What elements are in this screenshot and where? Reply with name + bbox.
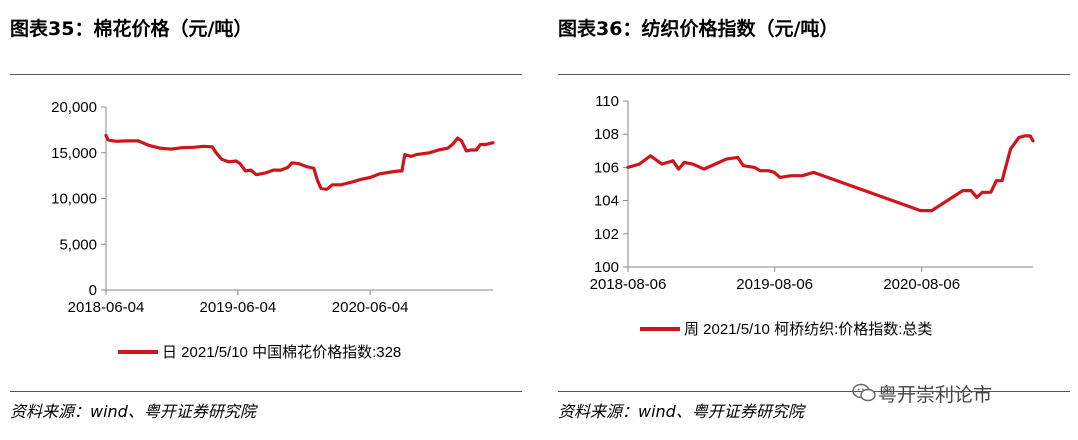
cotton-price-panel: 图表35：棉花价格（元/吨） 0 5,000 10,000 15,000 20,000 2… (0, 0, 530, 440)
source-note: 资料来源：wind、粤开证券研究院 (558, 402, 804, 421)
x-tick-label: 2020-06-04 (332, 299, 409, 316)
x-tick-label: 2019-06-04 (200, 299, 277, 316)
chart-title: 图表35：棉花价格（元/吨） (10, 18, 253, 40)
x-tick-label: 2020-08-06 (883, 276, 960, 293)
legend-label: 周 2021/5/10 柯桥纺织:价格指数:总类 (684, 321, 932, 338)
source-divider (10, 391, 522, 392)
textile-index-panel: 图表36：纺织价格指数（元/吨） 100 102 104 106 108 110 2018-… (548, 0, 1078, 440)
y-tick-label: 106 (594, 159, 619, 176)
wechat-icon (852, 383, 876, 402)
x-tick-label: 2019-08-06 (736, 276, 813, 293)
textile-index-chart: 100 102 104 106 108 110 2018-08-06 2019-08-06 20… (590, 93, 1035, 338)
y-tick-label: 15,000 (51, 145, 97, 162)
y-tick-label: 0 (89, 282, 97, 299)
source-divider (558, 391, 1070, 392)
title-divider (10, 74, 522, 75)
x-tick-label: 2018-06-04 (68, 299, 145, 316)
y-tick-label: 108 (594, 126, 619, 143)
x-tick-label: 2018-08-06 (590, 276, 667, 293)
legend-label: 日 2021/5/10 中国棉花价格指数:328 (162, 344, 401, 361)
cotton-price-chart: 0 5,000 10,000 15,000 20,000 2018-06-04 2019-0… (51, 99, 495, 361)
y-tick-label: 104 (594, 193, 619, 210)
y-tick-label: 110 (595, 93, 619, 110)
watermark-text: 粤开崇利论市 (878, 383, 993, 406)
y-tick-label: 10,000 (51, 191, 97, 208)
series-line (626, 134, 1035, 213)
y-tick-label: 102 (594, 226, 619, 243)
wechat-watermark: 粤开崇利论市 (852, 378, 992, 408)
y-tick-label: 100 (594, 259, 619, 276)
title-divider (558, 74, 1070, 75)
series-line (104, 133, 495, 191)
chart-title: 图表36：纺织价格指数（元/吨） (558, 18, 839, 40)
source-note: 资料来源：wind、粤开证券研究院 (10, 402, 256, 421)
y-tick-label: 5,000 (59, 236, 97, 253)
y-tick-label: 20,000 (51, 99, 97, 116)
